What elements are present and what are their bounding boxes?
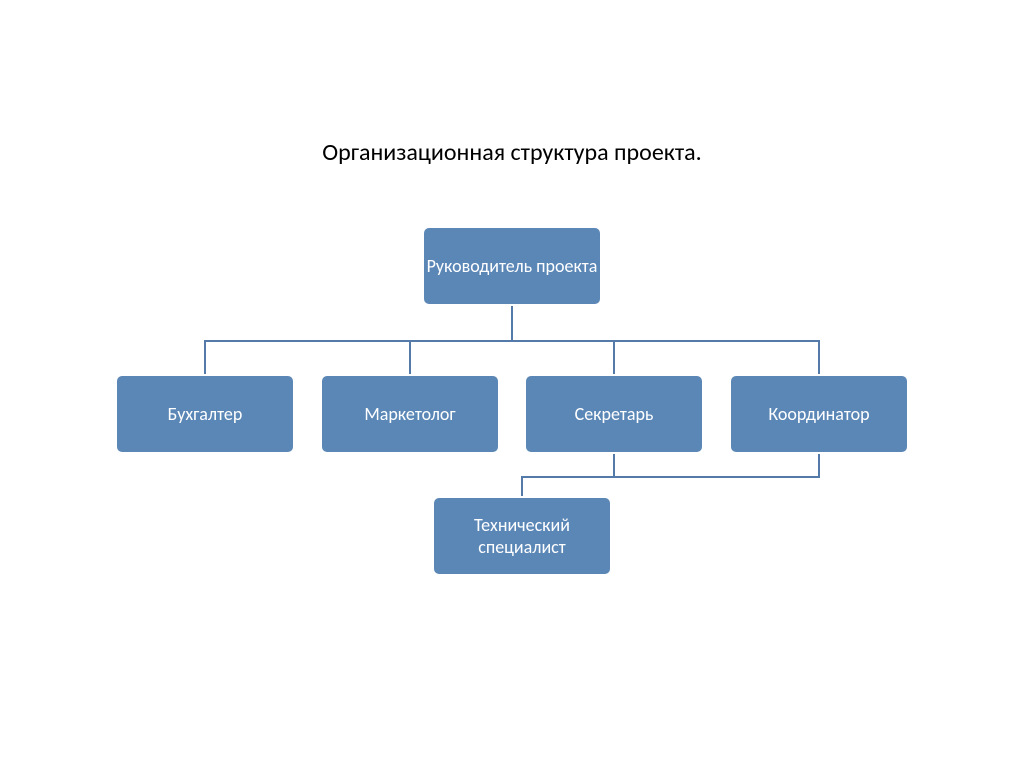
node-coordinator-label: Координатор (768, 403, 869, 426)
node-accountant-label: Бухгалтер (168, 403, 243, 426)
node-tech-specialist: Технический специалист (432, 496, 612, 576)
connector-drop-sec (613, 340, 615, 374)
connector-level2-drop-tech (521, 476, 523, 496)
connector-level2-right-down (818, 454, 820, 478)
connector-level1-bus (205, 340, 819, 342)
node-coordinator: Координатор (729, 374, 909, 454)
node-root: Руководитель проекта (422, 226, 602, 306)
node-marketer-label: Маркетолог (364, 403, 455, 426)
node-accountant: Бухгалтер (115, 374, 295, 454)
node-root-label: Руководитель проекта (427, 255, 598, 278)
connector-level2-left-down (613, 454, 615, 476)
node-secretary-label: Секретарь (575, 403, 654, 426)
connector-drop-acct (204, 340, 206, 374)
diagram-title: Организационная структура проекта. (0, 138, 1024, 167)
node-marketer: Маркетолог (320, 374, 500, 454)
node-tech-specialist-label: Технический специалист (434, 514, 610, 559)
connector-root-down (511, 306, 513, 340)
connector-drop-mkt (409, 340, 411, 374)
connector-drop-coord (818, 340, 820, 374)
connector-level2-horiz (522, 476, 820, 478)
node-secretary: Секретарь (524, 374, 704, 454)
